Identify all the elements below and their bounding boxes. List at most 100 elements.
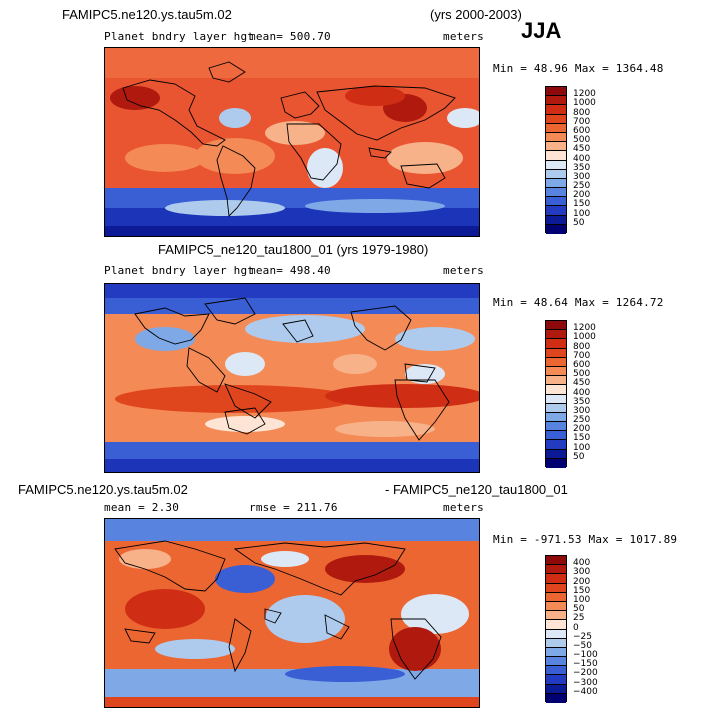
panel2-colorbar-tick-label: 400 bbox=[573, 387, 591, 398]
panel1-colorbar-swatch bbox=[546, 151, 566, 161]
panel1-case-title: FAMIPC5.ne120.ys.tau5m.02 bbox=[62, 7, 232, 22]
panel1-colorbar-tick-label: 200 bbox=[573, 190, 591, 201]
panel3-rmse: rmse = 211.76 bbox=[249, 501, 338, 514]
panel1-colorbar-swatch bbox=[546, 224, 566, 234]
panel3-case-b: - FAMIPC5_ne120_tau1800_01 bbox=[385, 482, 568, 497]
panel2-colorbar-tick-label: 1200 bbox=[573, 323, 596, 334]
panel3-colorbar-swatch bbox=[546, 574, 566, 584]
panel3-colorbar-tick-label: −25 bbox=[573, 631, 592, 642]
panel3-colorbar-tick-label: −200 bbox=[573, 668, 598, 679]
panel2-colorbar-swatch bbox=[546, 330, 566, 340]
panel3-map-svg bbox=[105, 519, 479, 707]
panel2-colorbar-swatch bbox=[546, 348, 566, 358]
panel3-colorbar-swatch bbox=[546, 684, 566, 694]
panel3-colorbar-tick-label: −100 bbox=[573, 650, 598, 661]
panel1-colorbar-swatch bbox=[546, 123, 566, 133]
panel1-years: (yrs 2000-2003) bbox=[430, 7, 522, 22]
panel3-colorbar-swatch bbox=[546, 556, 566, 566]
panel2-colorbar-tick-label: 50 bbox=[573, 451, 585, 462]
panel3-map bbox=[104, 518, 480, 708]
panel2-colorbar-tick-label: 100 bbox=[573, 442, 591, 453]
panel1-colorbar-swatch bbox=[546, 215, 566, 225]
panel3-colorbar-swatch bbox=[546, 601, 566, 612]
panel2-colorbar-tick-label: 700 bbox=[573, 350, 591, 361]
panel2-colorbar-tick-label: 250 bbox=[573, 415, 591, 426]
panel2-colorbar-swatch bbox=[546, 458, 566, 468]
panel2-colorbar-tick-label: 300 bbox=[573, 405, 591, 416]
panel3-colorbar-tick-label: 0 bbox=[573, 622, 579, 633]
panel3-colorbar-swatch bbox=[546, 629, 566, 639]
panel2-colorbar-swatch bbox=[546, 412, 566, 423]
panel1-colorbar-swatch bbox=[546, 132, 566, 143]
panel1-colorbar-swatch bbox=[546, 197, 566, 207]
panel3-colorbar-swatch bbox=[546, 620, 566, 630]
panel1-colorbar-swatch bbox=[546, 206, 566, 216]
panel2-map bbox=[104, 283, 480, 473]
panel1-colorbar-tick-label: 250 bbox=[573, 181, 591, 192]
panel2-case-title: FAMIPC5_ne120_tau1800_01 (yrs 1979-1980) bbox=[158, 242, 429, 257]
panel3-colorbar-swatch bbox=[546, 647, 566, 658]
panel2-colorbar bbox=[545, 320, 567, 468]
panel1-colorbar-tick-label: 800 bbox=[573, 107, 591, 118]
panel3-colorbar-tick-label: 100 bbox=[573, 594, 591, 605]
panel3-colorbar bbox=[545, 555, 567, 703]
panel3-colorbar-tick-label: −50 bbox=[573, 640, 592, 651]
panel3-colorbar-tick-label: −300 bbox=[573, 677, 598, 688]
panel2-colorbar-swatch bbox=[546, 376, 566, 386]
panel1-colorbar-tick-label: 600 bbox=[573, 125, 591, 136]
panel2-colorbar-tick-label: 450 bbox=[573, 378, 591, 389]
panel1-colorbar-tick-label: 100 bbox=[573, 208, 591, 219]
panel1-colorbar-tick-label: 1000 bbox=[573, 98, 596, 109]
panel1-colorbar-tick-label: 450 bbox=[573, 144, 591, 155]
panel1-map bbox=[104, 47, 480, 237]
panel3-colorbar-tick-label: 50 bbox=[573, 604, 585, 615]
panel2-colorbar-swatch bbox=[546, 339, 566, 349]
panel2-colorbar-swatch bbox=[546, 440, 566, 450]
panel3-case-a: FAMIPC5.ne120.ys.tau5m.02 bbox=[18, 482, 188, 497]
panel2-colorbar-tick-label: 1000 bbox=[573, 332, 596, 343]
panel3-colorbar-swatch bbox=[546, 611, 566, 621]
panel3-colorbar-swatch bbox=[546, 592, 566, 602]
panel1-colorbar-swatch bbox=[546, 188, 566, 198]
panel3-colorbar-tick-label: −400 bbox=[573, 686, 598, 697]
panel1-colorbar-swatch bbox=[546, 114, 566, 124]
panel2-colorbar-swatch bbox=[546, 366, 566, 377]
panel1-colorbar-tick-label: 300 bbox=[573, 171, 591, 182]
panel3-colorbar-tick-label: 25 bbox=[573, 613, 585, 624]
panel1-colorbar-tick-label: 400 bbox=[573, 153, 591, 164]
panel1-colorbar-tick-label: 350 bbox=[573, 162, 591, 173]
panel2-colorbar-tick-label: 150 bbox=[573, 433, 591, 444]
panel2-colorbar-swatch bbox=[546, 422, 566, 432]
panel3-units: meters bbox=[443, 501, 484, 514]
panel3-minmax: Min = -971.53 Max = 1017.89 bbox=[493, 533, 678, 546]
panel3-colorbar-tick-label: 150 bbox=[573, 585, 591, 596]
panel3-colorbar-swatch bbox=[546, 638, 566, 648]
panel3-colorbar-swatch bbox=[546, 675, 566, 685]
panel1-colorbar-swatch bbox=[546, 160, 566, 170]
panel1-colorbar-swatch bbox=[546, 178, 566, 189]
panel1-colorbar-swatch bbox=[546, 87, 566, 97]
panel1-mean: mean= 500.70 bbox=[249, 30, 331, 43]
panel2-colorbar-tick-label: 800 bbox=[573, 341, 591, 352]
panel3-colorbar-tick-label: 400 bbox=[573, 558, 591, 569]
panel2-mean: mean= 498.40 bbox=[249, 264, 331, 277]
panel2-colorbar-tick-label: 600 bbox=[573, 359, 591, 370]
panel1-colorbar-swatch bbox=[546, 105, 566, 115]
panel1-variable: Planet bndry layer hgt bbox=[104, 30, 255, 43]
panel2-colorbar-swatch bbox=[546, 385, 566, 395]
panel2-colorbar-swatch bbox=[546, 394, 566, 404]
panel3-mean: mean = 2.30 bbox=[104, 501, 180, 514]
panel1-colorbar-tick-label: 50 bbox=[573, 217, 585, 228]
panel1-units: meters bbox=[443, 30, 484, 43]
panel3-colorbar-swatch bbox=[546, 657, 566, 667]
panel3-colorbar-swatch bbox=[546, 693, 566, 703]
season-label: JJA bbox=[521, 18, 562, 43]
panel3-colorbar-swatch bbox=[546, 666, 566, 676]
panel1-colorbar-tick-label: 700 bbox=[573, 116, 591, 127]
panel2-colorbar-tick-label: 200 bbox=[573, 424, 591, 435]
panel1-colorbar-tick-label: 1200 bbox=[573, 89, 596, 100]
panel1-minmax: Min = 48.96 Max = 1364.48 bbox=[493, 62, 664, 75]
panel3-colorbar-tick-label: 200 bbox=[573, 576, 591, 587]
panel2-units: meters bbox=[443, 264, 484, 277]
panel2-variable: Planet bndry layer hgt bbox=[104, 264, 255, 277]
